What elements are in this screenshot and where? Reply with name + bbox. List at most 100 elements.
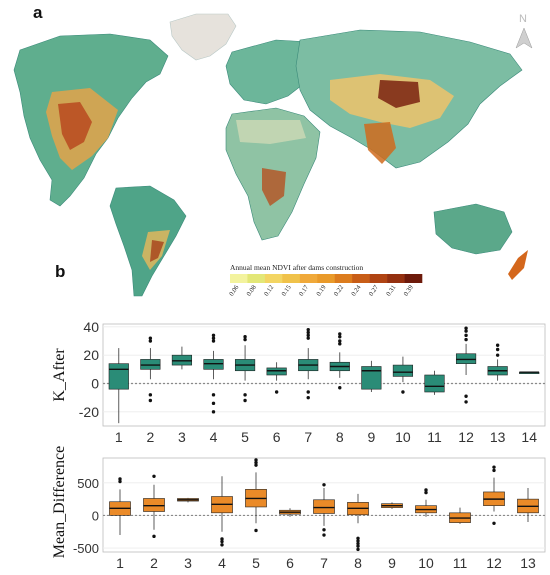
outlier-point [211, 401, 216, 406]
x-tick-label: 13 [520, 555, 536, 571]
outlier-point [148, 393, 153, 397]
outlier-point [220, 537, 224, 541]
south-america-hot-zone [150, 240, 164, 262]
box [203, 359, 224, 370]
outlier-point [211, 336, 216, 340]
box [455, 353, 477, 364]
outlier-point [492, 521, 496, 525]
legend-tick-labels: 0.06 0.08 0.12 0.15 0.17 0.19 0.22 0.24 0.27 0.31… [228, 284, 415, 298]
outlier-point [356, 541, 360, 546]
legend-swatch [282, 274, 301, 283]
outlier-point [243, 337, 247, 342]
outlier-point [306, 330, 310, 335]
legend-title: Annual mean NDVI after dams construction [230, 263, 363, 272]
outlier-point [464, 337, 468, 342]
outlier-point [211, 393, 216, 397]
outlier-point [306, 390, 310, 394]
outlier-point [254, 528, 258, 533]
legend-swatch [230, 274, 248, 283]
outlier-point [464, 400, 468, 404]
legend-tick-label: 0.12 [263, 284, 275, 297]
outlier-point [220, 543, 224, 547]
outlier-point [356, 547, 360, 552]
x-tick-label: 7 [320, 555, 328, 571]
outlier-point [306, 327, 310, 332]
x-tick-label: 14 [521, 429, 537, 445]
mean-difference-ylabel: Mean_Difference [51, 446, 68, 559]
legend-tick-label: 0.31 [385, 284, 397, 297]
x-tick-label: 4 [210, 429, 218, 445]
outlier-point [306, 395, 310, 400]
box [108, 363, 129, 390]
outlier-point [464, 394, 468, 398]
legend-swatch [264, 274, 283, 283]
x-tick-label: 11 [453, 555, 468, 571]
x-tick-label: 12 [458, 429, 474, 445]
outlier-point [495, 343, 500, 347]
x-tick-label: 10 [395, 429, 411, 445]
legend-tick-label: 0.08 [246, 284, 258, 297]
legend-tick-label: 0.27 [368, 284, 381, 298]
box [361, 366, 382, 390]
y-tick-label: -500 [73, 541, 99, 556]
legend-tick-label: 0.39 [403, 284, 415, 297]
x-tick-label: 5 [252, 555, 260, 571]
plot-frame [102, 323, 546, 427]
outlier-point [274, 390, 279, 394]
legend-tick-label: 0.15 [280, 284, 292, 297]
outlier-point [211, 410, 216, 414]
outlier-point [220, 539, 224, 544]
outlier-point [211, 333, 216, 338]
outlier-point [492, 468, 496, 473]
x-tick-label: 13 [490, 429, 506, 445]
box [140, 359, 161, 370]
outlier-point [118, 477, 122, 481]
x-tick-label: 6 [273, 429, 281, 445]
greenland-landmass [169, 13, 237, 61]
x-tick-label: 6 [286, 555, 294, 571]
legend-colorbar [230, 274, 423, 283]
y-tick-label: 500 [77, 476, 99, 491]
x-tick-label: 9 [367, 429, 375, 445]
y-tick-label: 0 [91, 376, 99, 392]
outlier-point [152, 474, 156, 478]
x-tick-label: 3 [184, 555, 192, 571]
outlier-point [243, 335, 247, 339]
panel-b-label: b [55, 262, 65, 281]
legend-swatch [404, 274, 423, 283]
k-after-ylabel: K_After [51, 348, 68, 402]
outlier-point [338, 342, 342, 346]
box [424, 374, 445, 393]
outlier-point [424, 490, 428, 495]
legend-swatch [334, 274, 353, 283]
legend-tick-label: 0.24 [350, 284, 363, 298]
outlier-point [464, 326, 468, 330]
box [392, 364, 414, 377]
outlier-point [243, 398, 247, 403]
x-tick-label: 11 [427, 429, 442, 445]
x-tick-label: 1 [116, 555, 124, 571]
x-tick-label: 1 [115, 429, 123, 445]
outlier-point [356, 536, 360, 540]
outlier-point [495, 347, 500, 352]
box [266, 367, 287, 376]
x-tick-label: 7 [304, 429, 312, 445]
x-tick-label: 9 [388, 555, 396, 571]
ndvi-world-map: a N Annual mean NDVI after dams construc… [13, 3, 533, 298]
legend-swatch [387, 274, 405, 283]
outlier-point [464, 333, 468, 338]
south-asia-zone [364, 122, 396, 164]
north-arrow-icon [515, 27, 533, 49]
y-tick-label: 40 [83, 319, 99, 335]
europe-landmass [225, 39, 319, 105]
africa-hot-zone [262, 168, 286, 206]
legend-swatch [317, 274, 336, 283]
outlier-point [254, 463, 258, 467]
y-tick-label: 0 [92, 508, 99, 523]
outlier-point [424, 488, 428, 492]
africa-sahara-zone [236, 120, 306, 144]
outlier-point [338, 332, 342, 336]
x-tick-label: 12 [486, 555, 502, 571]
